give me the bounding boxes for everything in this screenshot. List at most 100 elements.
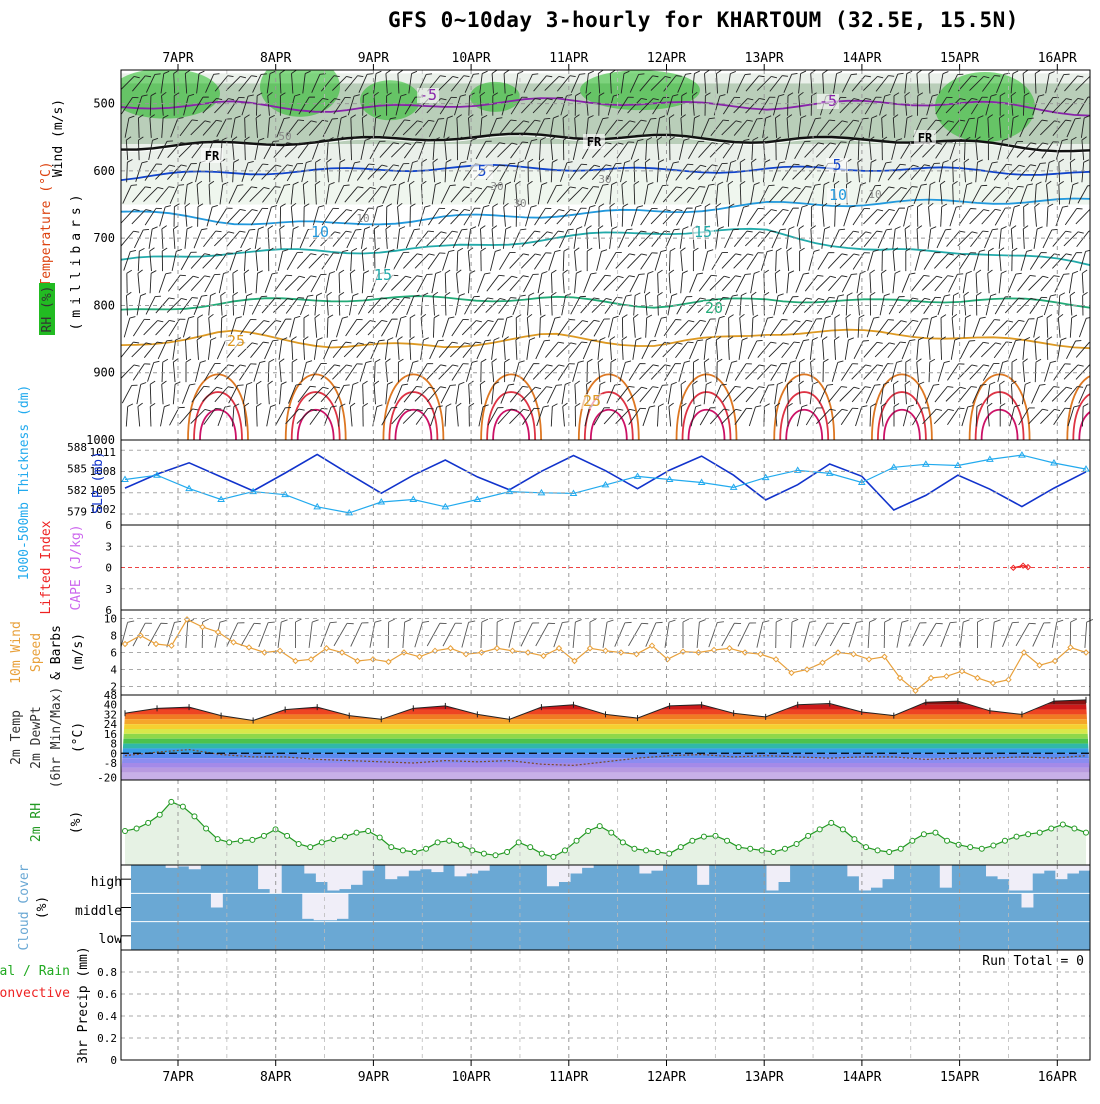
wind10m-speed-label: Speed	[29, 633, 44, 672]
precip-convective-label: Convective	[0, 986, 70, 1001]
wind-barb	[256, 270, 263, 293]
wind-barb	[326, 271, 335, 295]
wind-barb	[396, 315, 406, 339]
wind-barb	[1047, 337, 1053, 360]
wind-barb	[854, 338, 869, 361]
wind-barb	[292, 359, 297, 382]
wind-barb	[486, 296, 506, 316]
rh-marker	[319, 840, 324, 845]
wind-barb	[456, 270, 463, 293]
wind-barb	[492, 359, 499, 382]
cloud-high-cell	[859, 865, 871, 891]
isotherm-label: 25	[583, 392, 601, 410]
wind-barb	[987, 403, 994, 426]
wind-barb	[816, 274, 836, 294]
wind-barb	[987, 270, 994, 293]
warm-layer-contour	[774, 374, 834, 440]
wind-barb	[928, 337, 935, 360]
wind-barb	[769, 341, 789, 361]
cloud-high-cell	[1021, 865, 1033, 891]
date-label-bottom: 11APR	[549, 1070, 588, 1085]
cloud-high-cell	[189, 865, 201, 869]
wind-speed-marker	[169, 643, 174, 648]
wind-barb	[669, 403, 676, 426]
wind-barb	[510, 252, 529, 272]
wind-barb	[679, 360, 690, 383]
wind-barb	[1035, 359, 1041, 382]
rh-marker	[945, 838, 950, 843]
date-label-bottom: 10APR	[452, 1070, 491, 1085]
wind-barb	[315, 314, 322, 337]
rh-marker	[227, 840, 232, 845]
wind-barb	[722, 252, 741, 272]
wind-barb	[716, 203, 723, 226]
wind-barb	[432, 271, 441, 295]
cloud-high-cell	[766, 865, 778, 891]
wind-barb	[557, 207, 576, 227]
temperature-axis-label: Temperature (°C)	[39, 161, 54, 286]
wind-barb-10m	[481, 619, 488, 648]
wind-barb	[974, 249, 985, 272]
wind-barb-10m	[941, 620, 957, 649]
lifted-index-axis-label: Lifted Index	[39, 520, 54, 614]
temperature-band	[121, 705, 1090, 710]
wind-barb	[408, 360, 419, 384]
date-label-top: 12APR	[647, 51, 686, 66]
wind-barb	[527, 337, 535, 360]
wind-barb	[1034, 315, 1043, 339]
wind-barb	[233, 292, 239, 315]
rh-marker	[667, 851, 672, 856]
wind-barb	[587, 248, 592, 271]
wind-barb	[417, 272, 432, 295]
wind-barb	[604, 274, 624, 294]
isotherm-label: 15	[694, 223, 712, 241]
temperature-tick: -20	[97, 772, 117, 785]
wind-barb	[761, 249, 773, 272]
wind-barb	[787, 270, 794, 293]
wind-barb	[415, 252, 435, 272]
wind-barb	[630, 272, 645, 295]
wind-barb	[804, 296, 824, 316]
wind-barb	[960, 338, 975, 361]
cloud-middle-cell	[302, 893, 314, 919]
warm-layer-contour	[1067, 374, 1100, 440]
wind-speed-tick: 4	[110, 664, 117, 677]
wind-barb-10m	[278, 619, 287, 649]
wind-barb	[138, 248, 144, 271]
wind-barb	[598, 226, 605, 249]
wind-barb	[285, 274, 305, 294]
rh-marker	[505, 850, 510, 855]
wind-speed-marker	[991, 681, 996, 686]
wind-barb	[528, 293, 535, 316]
wind-barb	[734, 229, 752, 250]
wind-barb	[633, 337, 642, 360]
wind-barb	[998, 359, 1008, 383]
wind-barb	[646, 315, 652, 338]
wind-barb-10m	[1033, 620, 1051, 649]
wind-speed-marker	[123, 642, 128, 647]
wind-barb	[137, 382, 146, 406]
wind-barb	[1052, 385, 1072, 405]
wind-barb	[456, 381, 465, 404]
wind-barb	[676, 206, 692, 228]
temp-axis-label-unit: (°C)	[71, 722, 86, 753]
wind-barb-10m	[923, 621, 943, 649]
wind-barb	[760, 383, 774, 406]
rh-marker	[609, 830, 614, 835]
cloud-high-cell	[651, 865, 663, 871]
wind-barb-10m	[757, 619, 769, 649]
wind-barb	[404, 384, 422, 405]
wind-barb	[385, 337, 393, 360]
isotherm-label: -5	[419, 86, 437, 104]
wind-barb	[1012, 359, 1017, 382]
wind-barb	[593, 273, 611, 294]
wind-speed-marker	[712, 647, 717, 652]
cloud-high-cell	[478, 865, 490, 871]
wind-barb	[198, 315, 203, 338]
rh-marker	[1049, 826, 1054, 831]
cloud-axis-label: Cloud Cover	[17, 864, 32, 950]
wind-barb	[993, 319, 1013, 339]
wind-barb-10m	[991, 619, 1000, 649]
wind-barb	[1070, 292, 1077, 315]
wind-barb	[622, 337, 628, 360]
